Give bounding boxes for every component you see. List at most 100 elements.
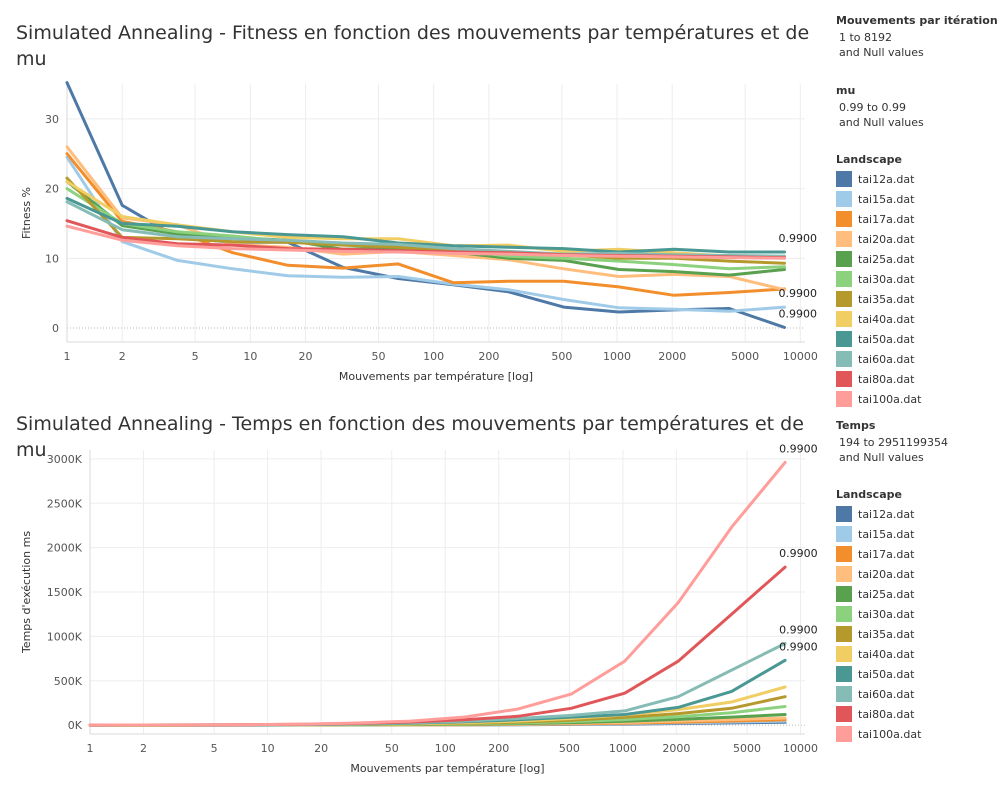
fitness-series-tai50a[interactable]	[65, 196, 786, 254]
legend-label: tai15a.dat	[858, 192, 915, 206]
legend2-item-tai50a[interactable]: tai50a.dat	[836, 664, 921, 684]
chart2-title: Simulated Annealing - Temps en fonction …	[16, 413, 804, 461]
legend1-item-tai25a[interactable]: tai25a.dat	[836, 249, 921, 269]
time-end-label: 0.9900	[779, 623, 818, 636]
temps-filter-header: Temps	[836, 419, 876, 432]
time-x-tick-label: 10	[261, 742, 275, 755]
time-x-tick-label: 100	[435, 742, 456, 755]
fitness-series-tai35a[interactable]	[65, 176, 786, 265]
time-y-axis-title: Temps d'exécution ms	[20, 531, 33, 654]
fitness-series-tai100a[interactable]	[65, 224, 786, 260]
legend2-item-tai15a[interactable]: tai15a.dat	[836, 524, 921, 544]
legend1-item-tai50a[interactable]: tai50a.dat	[836, 329, 921, 349]
legend1-item-tai40a[interactable]: tai40a.dat	[836, 309, 921, 329]
mu-filter-header: mu	[836, 84, 856, 97]
time-y-tick-label: 1500K	[47, 586, 83, 599]
legend-label: tai25a.dat	[858, 252, 915, 266]
fitness-y-tick-label: 30	[45, 113, 59, 126]
legend-label: tai60a.dat	[858, 687, 915, 701]
time-end-label: 0.9900	[779, 442, 818, 455]
legend2-item-tai20a[interactable]: tai20a.dat	[836, 564, 921, 584]
legend-label: tai12a.dat	[858, 507, 915, 521]
time-y-tick-label: 1000K	[47, 630, 83, 643]
legend1-item-tai30a[interactable]: tai30a.dat	[836, 269, 921, 289]
legend-label: tai35a.dat	[858, 292, 915, 306]
legend1-item-tai35a[interactable]: tai35a.dat	[836, 289, 921, 309]
fitness-x-tick-label: 500	[551, 350, 572, 363]
legend-label: tai40a.dat	[858, 312, 915, 326]
mouvements-filter[interactable]: Mouvements par itération 1 to 8192 and N…	[836, 14, 998, 60]
legend2-item-tai35a[interactable]: tai35a.dat	[836, 624, 921, 644]
legend1-header: Landscape	[836, 153, 902, 166]
legend1-item-tai15a[interactable]: tai15a.dat	[836, 189, 921, 209]
legend-swatch	[836, 606, 852, 622]
legend-label: tai20a.dat	[858, 232, 915, 246]
legend-swatch	[836, 371, 852, 387]
legend2-item-tai17a[interactable]: tai17a.dat	[836, 544, 921, 564]
fitness-x-tick-label: 1000	[603, 350, 631, 363]
fitness-x-tick-label: 1	[64, 350, 71, 363]
legend-label: tai50a.dat	[858, 332, 915, 346]
fitness-y-tick-label: 0	[52, 322, 59, 335]
legend-swatch	[836, 391, 852, 407]
legend2-item-tai60a[interactable]: tai60a.dat	[836, 684, 921, 704]
legend1-item-tai20a[interactable]: tai20a.dat	[836, 229, 921, 249]
legend-swatch	[836, 231, 852, 247]
legend1-item-tai17a[interactable]: tai17a.dat	[836, 209, 921, 229]
temps-filter-null: and Null values	[839, 451, 924, 464]
mu-filter-range: 0.99 to 0.99	[839, 101, 907, 114]
fitness-end-label: 0.9900	[778, 232, 817, 245]
legend-swatch	[836, 506, 852, 522]
legend2-item-tai40a[interactable]: tai40a.dat	[836, 644, 921, 664]
fitness-series-tai15a[interactable]	[65, 155, 786, 313]
fitness-x-tick-label: 50	[371, 350, 385, 363]
fitness-x-tick-label: 10	[243, 350, 257, 363]
legend-swatch	[836, 546, 852, 562]
legend2-item-tai100a[interactable]: tai100a.dat	[836, 724, 921, 744]
legend-swatch	[836, 726, 852, 742]
fitness-y-axis-title: Fitness %	[20, 187, 33, 239]
legend-label: tai50a.dat	[858, 667, 915, 681]
time-x-tick-label: 200	[488, 742, 509, 755]
legend-label: tai60a.dat	[858, 352, 915, 366]
time-x-tick-label: 50	[385, 742, 399, 755]
time-x-tick-label: 5	[211, 742, 218, 755]
legend1-item-tai80a[interactable]: tai80a.dat	[836, 369, 921, 389]
temps-filter[interactable]: Temps 194 to 2951199354 and Null values	[836, 419, 948, 465]
time-series-tai100a[interactable]	[88, 460, 787, 727]
legend1-item-tai60a[interactable]: tai60a.dat	[836, 349, 921, 369]
fitness-x-tick-label: 2000	[658, 350, 686, 363]
time-y-tick-label: 2500K	[47, 497, 83, 510]
time-y-tick-label: 500K	[54, 675, 83, 688]
time-x-tick-label: 10000	[783, 742, 818, 755]
legend-label: tai30a.dat	[858, 272, 915, 286]
fitness-x-axis-title: Mouvements par température [log]	[339, 370, 533, 383]
time-series-tai80a[interactable]	[88, 565, 787, 727]
mu-filter[interactable]: mu 0.99 to 0.99 and Null values	[836, 84, 924, 130]
mouvements-filter-null: and Null values	[839, 46, 924, 59]
legend-swatch	[836, 171, 852, 187]
legend1-item-tai100a[interactable]: tai100a.dat	[836, 389, 921, 409]
time-x-tick-label: 2	[140, 742, 147, 755]
legend2-item-tai12a[interactable]: tai12a.dat	[836, 504, 921, 524]
fitness-x-tick-label: 100	[423, 350, 444, 363]
time-chart[interactable]: 1 2 5 10 20 50 100 200 500 1000 2000 5000 100000K500…	[0, 0, 830, 800]
legend-swatch	[836, 351, 852, 367]
legend-swatch	[836, 666, 852, 682]
legend1-item-tai12a[interactable]: tai12a.dat	[836, 169, 921, 189]
time-x-tick-label: 1000	[609, 742, 637, 755]
legend2-item-tai80a[interactable]: tai80a.dat	[836, 704, 921, 724]
time-y-tick-label: 0K	[68, 719, 83, 732]
fitness-x-tick-label: 5	[192, 350, 199, 363]
time-x-tick-label: 5000	[733, 742, 761, 755]
fitness-end-label: 0.9900	[778, 287, 817, 300]
time-x-tick-label: 2000	[662, 742, 690, 755]
legend2-item-tai30a[interactable]: tai30a.dat	[836, 604, 921, 624]
fitness-chart[interactable]: 1 2 5 10 20 50 100 200 500 1000 2000 5000 10000 0 10 20…	[0, 0, 830, 400]
legend-label: tai30a.dat	[858, 607, 915, 621]
legend2-item-tai25a[interactable]: tai25a.dat	[836, 584, 921, 604]
legend2-header: Landscape	[836, 488, 902, 501]
legend-swatch	[836, 706, 852, 722]
fitness-series-tai60a[interactable]	[65, 200, 786, 258]
legend-swatch	[836, 191, 852, 207]
